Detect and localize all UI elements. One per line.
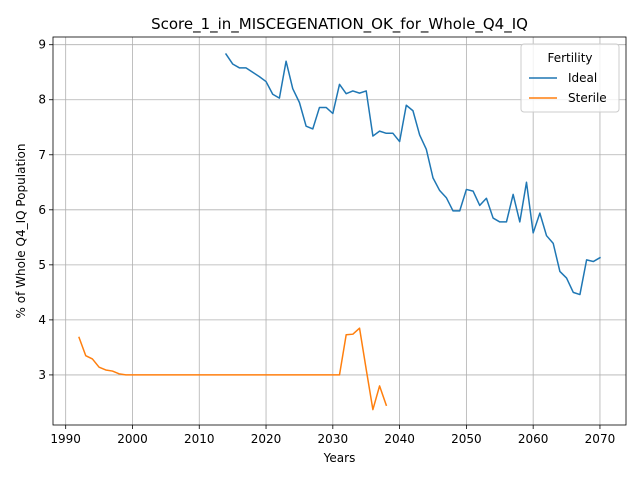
y-tick-label: 9 bbox=[38, 38, 46, 52]
axis-ticks: 1990 2000 2010 2020 2030 2040 2050 2060 2070 3 4 5 6… bbox=[38, 38, 615, 446]
x-tick-label: 2000 bbox=[117, 432, 148, 446]
legend-label-sterile: Sterile bbox=[568, 91, 607, 105]
x-tick-label: 2030 bbox=[318, 432, 349, 446]
y-tick-label: 6 bbox=[38, 203, 46, 217]
y-tick-label: 5 bbox=[38, 258, 46, 272]
series-line-sterile bbox=[78, 327, 388, 411]
legend-title: Fertility bbox=[547, 51, 592, 65]
y-tick-label: 4 bbox=[38, 313, 46, 327]
x-tick-label: 2040 bbox=[384, 432, 415, 446]
x-tick-label: 2010 bbox=[184, 432, 215, 446]
series-lines bbox=[78, 53, 601, 411]
y-tick-label: 3 bbox=[38, 368, 46, 382]
legend: Fertility Ideal Sterile bbox=[520, 43, 620, 113]
x-tick-label: 2020 bbox=[251, 432, 282, 446]
series-line-ideal bbox=[224, 53, 601, 296]
plot-frame bbox=[52, 36, 627, 426]
legend-box bbox=[520, 43, 620, 113]
chart-title: Score_1_in_MISCEGENATION_OK_for_Whole_Q4… bbox=[151, 15, 528, 34]
y-tick-label: 8 bbox=[38, 93, 46, 107]
x-tick-label: 2060 bbox=[518, 432, 549, 446]
y-axis-label: % of Whole Q4_IQ Population bbox=[14, 144, 28, 319]
x-axis-label: Years bbox=[323, 451, 356, 465]
legend-label-ideal: Ideal bbox=[568, 71, 597, 85]
x-tick-label: 1990 bbox=[50, 432, 81, 446]
x-tick-label: 2070 bbox=[585, 432, 616, 446]
y-tick-label: 7 bbox=[38, 148, 46, 162]
x-tick-label: 2050 bbox=[451, 432, 482, 446]
